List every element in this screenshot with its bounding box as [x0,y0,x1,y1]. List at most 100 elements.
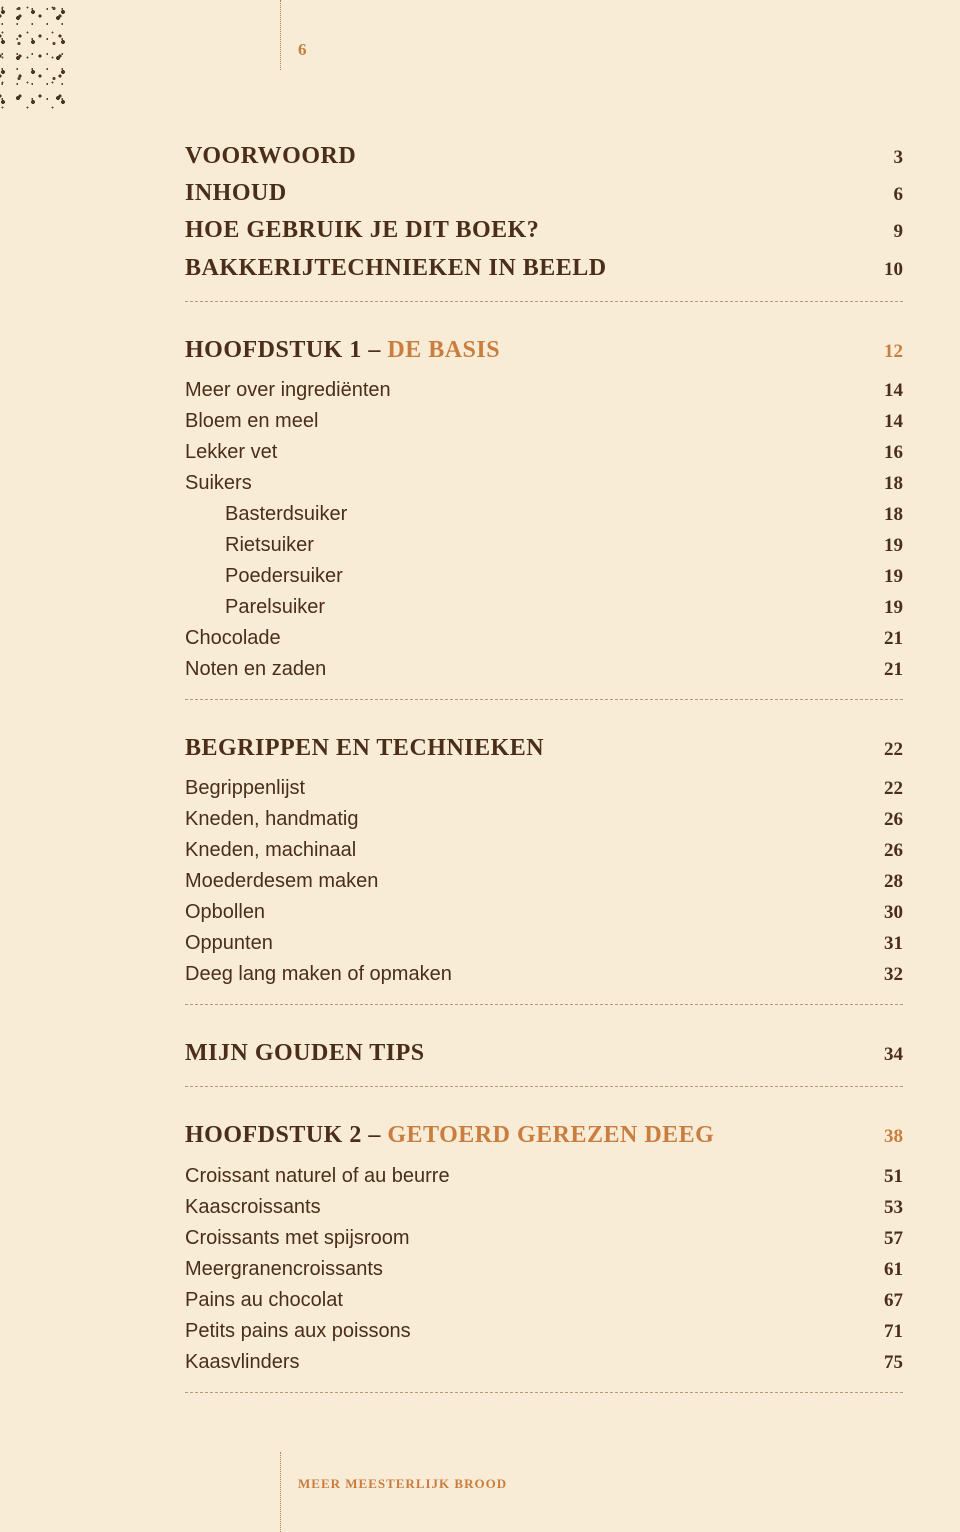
item-label: Moederdesem maken [185,866,378,897]
item-label: Lekker vet [185,437,277,468]
item-label: Basterdsuiker [185,499,347,530]
toc-item: Opbollen30 [185,897,903,928]
toc-item: Basterdsuiker 18 [185,499,903,530]
item-page: 14 [884,376,903,405]
item-label: Croissant naturel of au beurre [185,1161,450,1192]
begrippen-page: 22 [884,735,903,764]
item-label: Petits pains aux poissons [185,1316,411,1347]
front-item: INHOUD 6 [185,175,903,212]
front-item: VOORWOORD 3 [185,138,903,175]
item-page: 18 [884,500,903,529]
toc-item: Petits pains aux poissons 71 [185,1316,903,1347]
item-label: Kaascroissants [185,1192,321,1223]
item-label: Opbollen [185,897,265,928]
section-divider [185,1392,903,1393]
chapter1-prefix: HOOFDSTUK 1 – [185,337,387,363]
item-page: 51 [884,1162,903,1191]
section-divider [185,1004,903,1005]
item-page: 22 [884,774,903,803]
item-page: 21 [884,655,903,684]
toc-item: Kaascroissants53 [185,1192,903,1223]
toc-item: Croissant naturel of au beurre 51 [185,1161,903,1192]
front-label: INHOUD [185,175,287,212]
chapter1-page: 12 [884,337,903,366]
toc-item: Deeg lang maken of opmaken 32 [185,959,903,990]
item-page: 57 [884,1224,903,1253]
item-page: 31 [884,929,903,958]
chapter1-heading: HOOFDSTUK 1 – DE BASIS 12 [185,332,903,369]
item-label: Bloem en meel [185,406,318,437]
chapter1-title: HOOFDSTUK 1 – DE BASIS [185,332,500,369]
item-page: 75 [884,1348,903,1377]
toc-item: Pains au chocolat67 [185,1285,903,1316]
item-label: Begrippenlijst [185,773,305,804]
chapter2-title: HOOFDSTUK 2 – GETOERD GEREZEN DEEG [185,1117,714,1154]
toc-item: Rietsuiker19 [185,530,903,561]
item-label: Poedersuiker [185,561,343,592]
toc-item: Moederdesem maken 28 [185,866,903,897]
section-divider [185,1086,903,1087]
chapter2-page: 38 [884,1122,903,1151]
chapter1-section: HOOFDSTUK 1 – DE BASIS 12 Meer over ingr… [185,332,903,685]
tips-section: MIJN GOUDEN TIPS 34 [185,1035,903,1072]
front-page: 3 [894,143,904,172]
toc-item: Meer over ingrediënten 14 [185,375,903,406]
chapter2-section: HOOFDSTUK 2 – GETOERD GEREZEN DEEG 38 Cr… [185,1117,903,1377]
front-item: HOE GEBRUIK JE DIT BOEK? 9 [185,212,903,249]
toc-item: Lekker vet 16 [185,437,903,468]
section-divider [185,699,903,700]
item-label: Deeg lang maken of opmaken [185,959,452,990]
toc-item: Bloem en meel 14 [185,406,903,437]
item-page: 26 [884,805,903,834]
toc-content: VOORWOORD 3 INHOUD 6 HOE GEBRUIK JE DIT … [185,138,903,1423]
item-label: Parelsuiker [185,592,325,623]
front-page: 9 [894,217,904,246]
tips-page: 34 [884,1040,903,1069]
tips-heading: MIJN GOUDEN TIPS 34 [185,1035,903,1072]
front-page: 10 [884,255,903,284]
item-label: Noten en zaden [185,654,326,685]
footer-text: MEER MEESTERLIJK BROOD [298,1476,507,1492]
item-page: 16 [884,438,903,467]
front-label: BAKKERIJTECHNIEKEN IN BEELD [185,250,607,287]
tips-title: MIJN GOUDEN TIPS [185,1035,425,1072]
front-label: HOE GEBRUIK JE DIT BOEK? [185,212,539,249]
item-label: Chocolade [185,623,281,654]
item-label: Kaasvlinders [185,1347,300,1378]
chapter1-items: Meer over ingrediënten 14 Bloem en meel 14… [185,375,903,685]
toc-item: Kaasvlinders 75 [185,1347,903,1378]
section-divider [185,301,903,302]
item-page: 19 [884,593,903,622]
item-page: 21 [884,624,903,653]
toc-item: Kneden, machinaal26 [185,835,903,866]
front-item: BAKKERIJTECHNIEKEN IN BEELD 10 [185,250,903,287]
item-page: 28 [884,867,903,896]
chapter2-items: Croissant naturel of au beurre 51 Kaascro… [185,1161,903,1378]
item-page: 61 [884,1255,903,1284]
toc-item: Meergranencroissants 61 [185,1254,903,1285]
toc-item: Parelsuiker 19 [185,592,903,623]
item-label: Oppunten [185,928,273,959]
item-label: Meer over ingrediënten [185,375,391,406]
begrippen-items: Begrippenlijst22 Kneden, handmatig26 Kne… [185,773,903,990]
begrippen-heading: BEGRIPPEN EN TECHNIEKEN 22 [185,730,903,767]
chapter2-heading: HOOFDSTUK 2 – GETOERD GEREZEN DEEG 38 [185,1117,903,1154]
toc-item: Oppunten 31 [185,928,903,959]
toc-item: Croissants met spijsroom 57 [185,1223,903,1254]
item-page: 32 [884,960,903,989]
toc-item: Noten en zaden 21 [185,654,903,685]
item-label: Pains au chocolat [185,1285,343,1316]
begrippen-title: BEGRIPPEN EN TECHNIEKEN [185,730,544,767]
item-label: Croissants met spijsroom [185,1223,410,1254]
item-page: 14 [884,407,903,436]
front-matter-section: VOORWOORD 3 INHOUD 6 HOE GEBRUIK JE DIT … [185,138,903,287]
toc-item: Chocolade 21 [185,623,903,654]
item-label: Kneden, machinaal [185,835,356,866]
chapter2-name: GETOERD GEREZEN DEEG [387,1122,714,1148]
item-label: Rietsuiker [185,530,314,561]
item-label: Meergranencroissants [185,1254,383,1285]
front-label: VOORWOORD [185,138,356,175]
item-page: 19 [884,562,903,591]
begrippen-section: BEGRIPPEN EN TECHNIEKEN 22 Begrippenlijs… [185,730,903,990]
item-page: 71 [884,1317,903,1346]
